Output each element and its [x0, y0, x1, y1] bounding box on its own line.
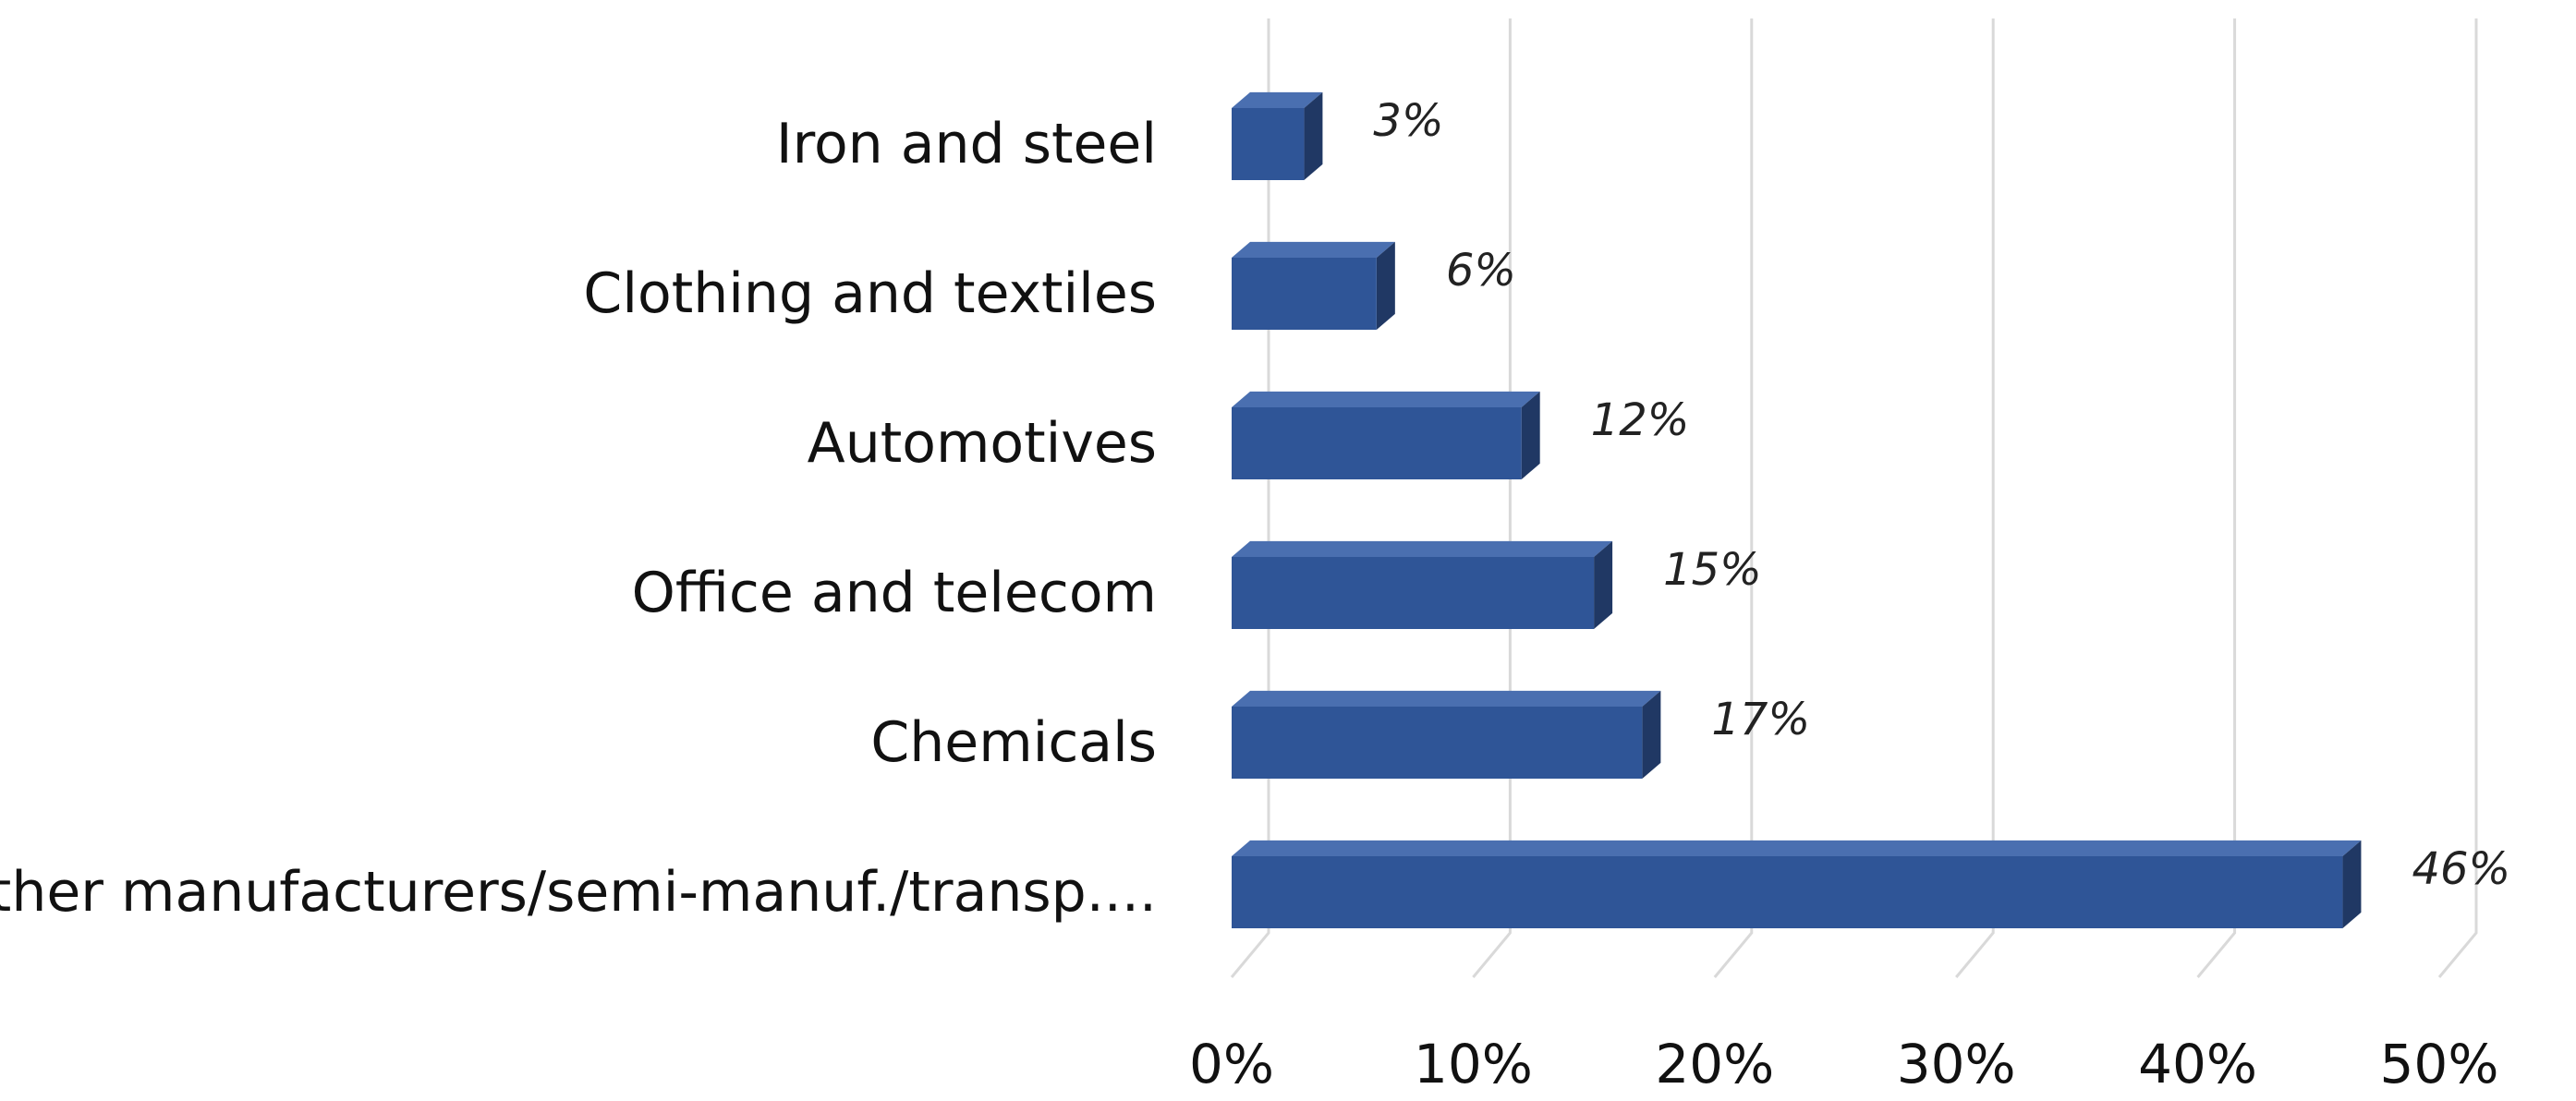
- bar: [1232, 690, 1661, 779]
- gridline: [1713, 18, 1754, 978]
- bar-front-face: [1232, 108, 1305, 180]
- bar-front-face: [1232, 407, 1522, 479]
- x-axis-tick-labels: 0% 10% 20% 30% 40% 50%: [1189, 1033, 2498, 1095]
- bar-front-face: [1232, 856, 2343, 928]
- bar-top-face: [1232, 540, 1613, 557]
- x-tick-label: 30%: [1897, 1033, 2016, 1095]
- category-label: Automotives: [808, 411, 1157, 476]
- data-label: 15%: [1663, 544, 1762, 596]
- gridline: [1955, 18, 1995, 978]
- bar-side-face: [1376, 241, 1395, 330]
- bar: [1232, 241, 1395, 330]
- x-tick-label: 10%: [1414, 1033, 1533, 1095]
- x-tick-label: 0%: [1189, 1033, 1274, 1095]
- gridlines: [1230, 18, 2478, 978]
- bar-top-face: [1232, 91, 1323, 108]
- category-label: Clothing and textiles: [583, 261, 1157, 326]
- bar-side-face: [1642, 690, 1661, 779]
- category-label: Iron and steel: [776, 112, 1157, 176]
- bar-front-face: [1232, 557, 1595, 629]
- bars: [1232, 91, 2362, 928]
- gridline: [2437, 18, 2478, 978]
- category-label: Other manufacturers/semi-manuf./transp..…: [0, 860, 1157, 925]
- bar-side-face: [2342, 840, 2362, 928]
- data-label: 6%: [1446, 245, 1516, 296]
- bar-front-face: [1232, 707, 1643, 779]
- bar-side-face: [1521, 391, 1540, 479]
- x-tick-label: 40%: [2138, 1033, 2257, 1095]
- bar-top-face: [1232, 391, 1540, 407]
- bar-top-face: [1232, 690, 1661, 707]
- gridline: [1472, 18, 1512, 978]
- category-label: Chemicals: [870, 710, 1157, 775]
- bar-side-face: [1594, 540, 1613, 629]
- category-label: Office and telecom: [632, 561, 1157, 625]
- x-tick-label: 20%: [1655, 1033, 1774, 1095]
- data-labels: 3% 6% 12% 15% 17% 46%: [1373, 95, 2510, 895]
- data-label: 17%: [1711, 694, 1810, 745]
- bar: [1232, 91, 1323, 180]
- bar-front-face: [1232, 258, 1377, 330]
- x-tick-label: 50%: [2380, 1033, 2499, 1095]
- bar: [1232, 540, 1613, 629]
- bar: [1232, 840, 2362, 928]
- data-label: 46%: [2412, 843, 2510, 895]
- bar-top-face: [1232, 241, 1395, 258]
- bar-top-face: [1232, 840, 2362, 856]
- data-label: 12%: [1591, 394, 1690, 446]
- bar: [1232, 391, 1540, 479]
- data-label: 3%: [1373, 95, 1443, 147]
- gridline: [2196, 18, 2237, 978]
- bar-side-face: [1304, 91, 1323, 180]
- category-labels: Iron and steel Clothing and textiles Autom…: [0, 112, 1157, 925]
